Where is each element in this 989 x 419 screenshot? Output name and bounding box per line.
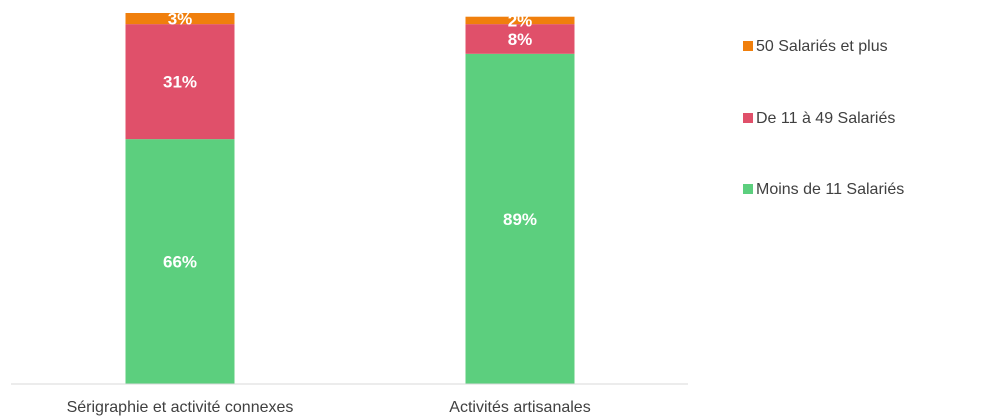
bar-segment-de-11-a-49-salaries-activites-artisanales [465,24,575,54]
data-label-50-salaries-et-plus-serigraphie-et-activite-connexes: 3% [168,10,193,29]
bar-segment-de-11-a-49-salaries-serigraphie-et-activite-connexes [125,24,235,140]
x-tick-label-activites-artisanales: Activités artisanales [449,399,590,416]
legend-label-50-plus: 50 Salariés et plus [756,38,888,55]
data-label-50-salaries-et-plus-activites-artisanales: 2% [508,11,533,30]
bar-segment-50-salaries-et-plus-activites-artisanales [465,16,575,25]
data-label-moins-de-11-salaries-activites-artisanales: 89% [503,210,537,229]
legend-label-under-11: Moins de 11 Salariés [756,181,905,198]
data-label-de-11-a-49-salaries-activites-artisanales: 8% [508,30,533,49]
bar-segment-50-salaries-et-plus-serigraphie-et-activite-connexes [125,13,235,25]
bar-segment-moins-de-11-salaries-activites-artisanales [465,53,575,385]
legend-swatch-11-49 [743,113,753,123]
x-tick-label-serigraphie-et-activite-connexes: Sérigraphie et activité connexes [67,399,294,416]
value-labels-layer: 66% 31% 3% 89% 8%2% [163,10,537,272]
data-label-moins-de-11-salaries-serigraphie-et-activite-connexes: 66% [163,253,197,272]
data-label-de-11-a-49-salaries-serigraphie-et-activite-connexes: 31% [163,73,197,92]
legend-item-11-49: De 11 à 49 Salariés [743,109,895,129]
legend-swatch-50-plus [743,41,753,51]
bar-segment-moins-de-11-salaries-serigraphie-et-activite-connexes [125,139,235,384]
legend-item-under-11: Moins de 11 Salariés [743,180,904,200]
legend-swatch-under-11 [743,184,753,194]
x-tick-labels-layer: Sérigraphie et activité connexes Activité… [67,399,591,416]
legend-label-11-49: De 11 à 49 Salariés [756,110,896,127]
legend-item-50-plus: 50 Salariés et plus [743,37,888,57]
bars-layer [125,13,575,385]
